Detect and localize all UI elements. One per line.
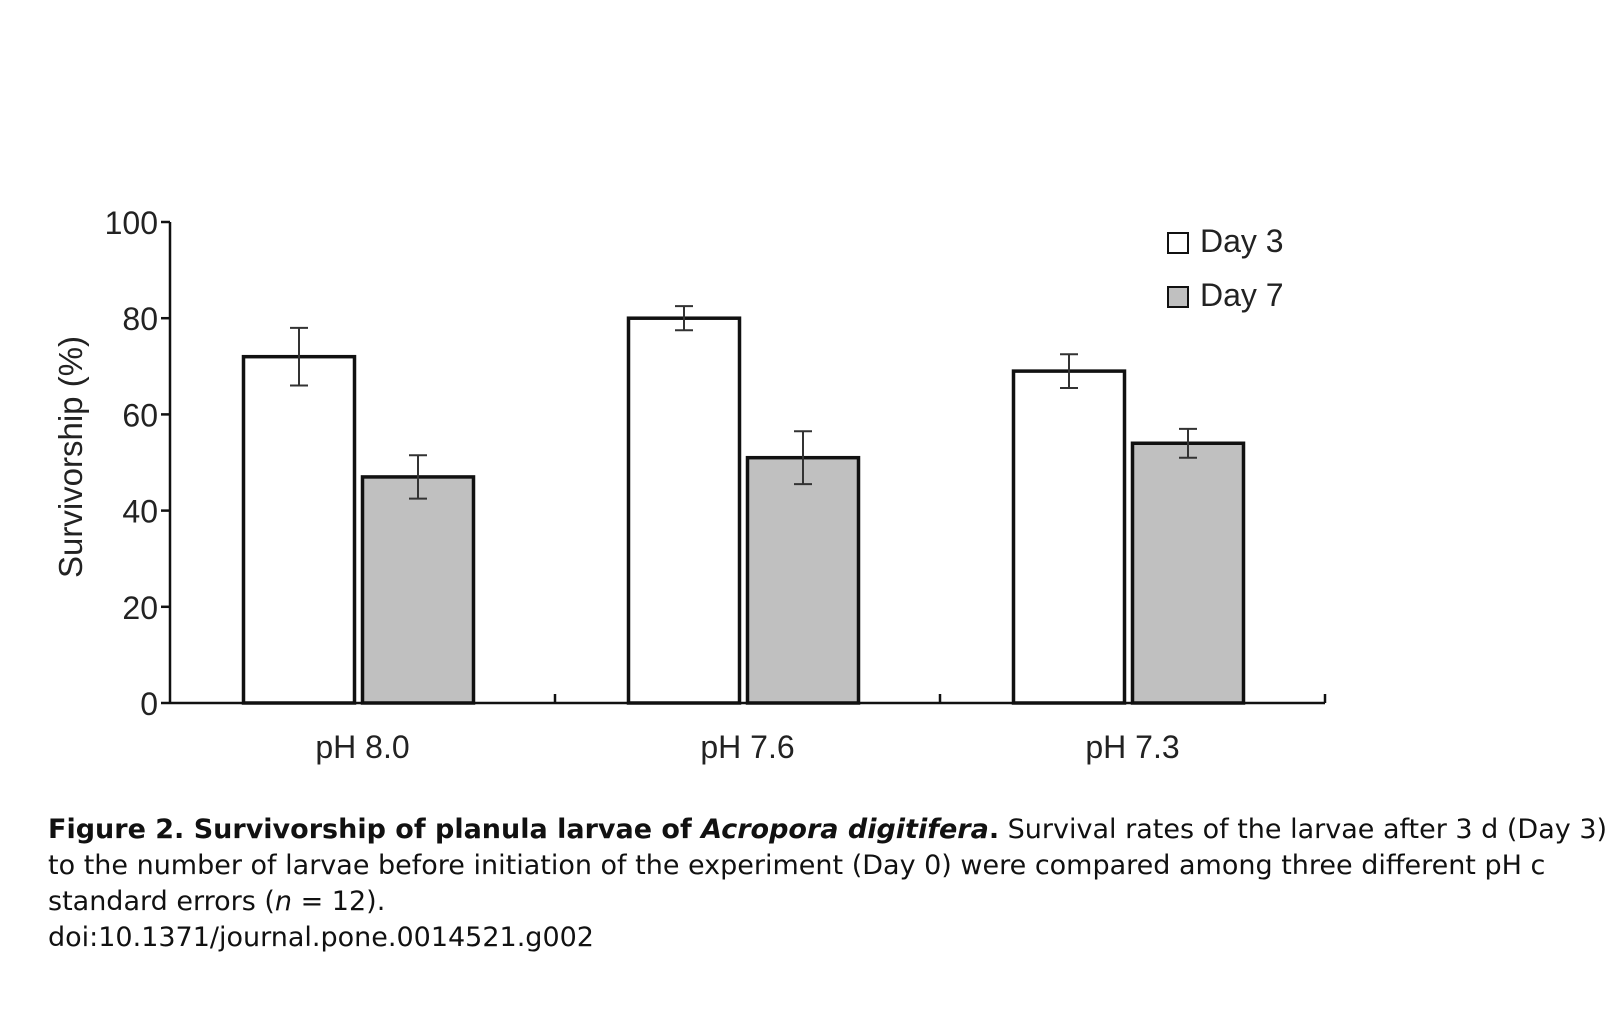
y-axis-label: Survivorship (%): [52, 336, 89, 578]
x-axis-ticks: pH 8.0 pH 7.6 pH 7.3: [315, 694, 1327, 765]
x-tick-label: pH 8.0: [315, 729, 409, 765]
error-bar: [1179, 427, 1197, 459]
legend-swatch-day-7: [1167, 286, 1189, 308]
x-tick-label: pH 7.6: [700, 729, 794, 765]
bars-group: [241, 316, 1246, 705]
legend: Day 3 Day 7: [1167, 223, 1284, 313]
bar-day-3: [1011, 369, 1127, 705]
y-tick-label: 0: [140, 686, 158, 722]
error-bar: [1060, 353, 1078, 389]
caption-species: Acropora digitifera: [701, 814, 989, 845]
caption-title: Figure 2. Survivorship of planula larvae…: [48, 814, 702, 845]
figure-caption: Figure 2. Survivorship of planula larvae…: [48, 812, 1614, 956]
bar-chart: 0 20 40 60 80 100 pH 8.0 pH 7.6 pH 7.3 Survivor…: [52, 205, 1327, 765]
x-tick-label: pH 7.3: [1085, 729, 1179, 765]
y-tick-label: 40: [122, 494, 158, 530]
legend-label: Day 3: [1200, 223, 1284, 259]
caption-line-1: Figure 2. Survivorship of planula larvae…: [48, 812, 1614, 848]
error-bars-group: [290, 305, 1197, 500]
error-bar: [409, 454, 427, 500]
caption-n: n: [274, 886, 293, 917]
error-bar: [290, 326, 308, 387]
caption-doi: doi:10.1371/journal.pone.0014521.g002: [48, 922, 594, 953]
y-axis-ticks: 0 20 40 60 80 100: [105, 205, 170, 722]
caption-text-3b: = 12).: [292, 886, 386, 917]
caption-text-1: Survival rates of the larvae after 3 d (…: [999, 814, 1608, 845]
bar-day-3: [241, 354, 357, 705]
caption-line-2: to the number of larvae before initiatio…: [48, 850, 1546, 881]
y-tick-label: 60: [122, 397, 158, 433]
bar-day-3: [626, 316, 742, 705]
bar-day-7: [745, 455, 861, 705]
error-bar: [675, 305, 693, 332]
caption-title-end: .: [988, 814, 1000, 845]
legend-swatch-day-3: [1167, 232, 1189, 254]
y-tick-label: 80: [122, 301, 158, 337]
bar-day-7: [360, 475, 476, 705]
caption-text-3a: standard errors (: [48, 886, 275, 917]
legend-label: Day 7: [1200, 277, 1284, 313]
caption-line-3: standard errors (n = 12).: [48, 884, 1614, 920]
bar-day-7: [1130, 441, 1246, 705]
y-tick-label: 100: [105, 205, 158, 241]
error-bar: [794, 430, 812, 486]
y-tick-label: 20: [122, 590, 158, 626]
